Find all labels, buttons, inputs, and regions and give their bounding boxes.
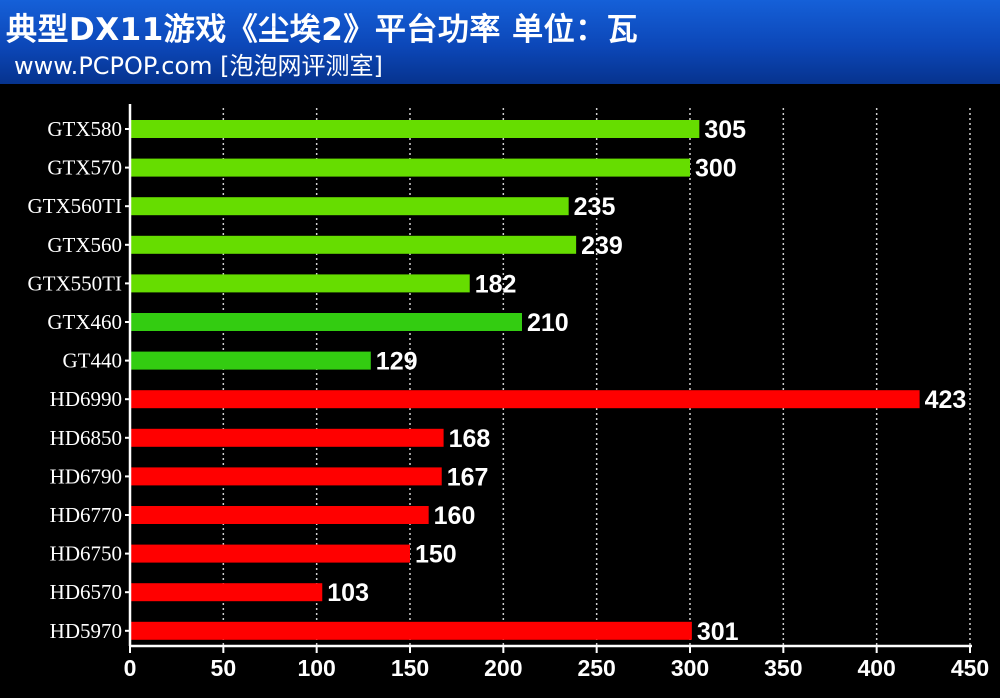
bar-gtx570 bbox=[130, 158, 690, 177]
category-label: HD5970 bbox=[50, 619, 122, 643]
value-label: 129 bbox=[376, 348, 418, 376]
bar-hd6850 bbox=[130, 428, 444, 447]
value-label: 239 bbox=[581, 232, 623, 260]
bar-hd5970 bbox=[130, 621, 692, 640]
category-label: GTX580 bbox=[47, 117, 122, 141]
category-label: GTX560 bbox=[47, 233, 122, 257]
x-tick-label: 250 bbox=[577, 655, 615, 681]
value-label: 167 bbox=[447, 463, 489, 491]
bar-chart: GTX580 305 GTX570 300 GTX560TI 235 GTX560 239 GT… bbox=[28, 104, 989, 681]
x-tick-label: 350 bbox=[764, 655, 802, 681]
x-tick-label: 400 bbox=[857, 655, 895, 681]
x-tick-label: 200 bbox=[484, 655, 522, 681]
x-tick-label: 100 bbox=[297, 655, 335, 681]
x-tick-label: 0 bbox=[124, 655, 137, 681]
value-label: 150 bbox=[415, 541, 457, 569]
bar-gtx550ti bbox=[130, 274, 470, 293]
value-label: 235 bbox=[574, 193, 616, 221]
x-tick-label: 50 bbox=[211, 655, 237, 681]
value-label: 182 bbox=[475, 270, 517, 298]
value-label: 160 bbox=[434, 502, 476, 530]
x-tick-label: 450 bbox=[951, 655, 989, 681]
bar-hd6790 bbox=[130, 467, 442, 486]
category-label: GTX560TI bbox=[28, 194, 122, 218]
x-tick-label: 150 bbox=[391, 655, 429, 681]
category-label: GTX460 bbox=[47, 310, 122, 334]
bar-gtx460 bbox=[130, 313, 522, 331]
value-label: 210 bbox=[527, 309, 569, 337]
category-label: HD6750 bbox=[50, 542, 122, 566]
chart-title: 典型DX11游戏《尘埃2》平台功率 单位：瓦 bbox=[6, 12, 639, 48]
chart-header: 典型DX11游戏《尘埃2》平台功率 单位：瓦 www.PCPOP.com [泡泡… bbox=[0, 0, 1000, 84]
category-label: HD6990 bbox=[50, 387, 122, 411]
category-label: HD6570 bbox=[50, 580, 122, 604]
category-label: HD6790 bbox=[50, 464, 122, 488]
bar-hd6570 bbox=[130, 583, 323, 602]
category-label: GTX570 bbox=[47, 156, 122, 180]
category-label: HD6770 bbox=[50, 503, 122, 527]
bar-hd6750 bbox=[130, 544, 410, 563]
bar-hd6770 bbox=[130, 506, 429, 524]
value-label: 168 bbox=[449, 425, 491, 453]
bar-gtx560ti bbox=[130, 197, 569, 216]
category-label: GT440 bbox=[63, 349, 123, 373]
bar-hd6990 bbox=[130, 390, 920, 409]
bar-gtx560 bbox=[130, 235, 577, 254]
value-label: 305 bbox=[704, 116, 746, 144]
value-label: 103 bbox=[327, 579, 369, 607]
value-label: 423 bbox=[925, 386, 967, 414]
value-label: 300 bbox=[695, 155, 737, 183]
value-label: 301 bbox=[697, 618, 739, 646]
chart-subtitle: www.PCPOP.com [泡泡网评测室] bbox=[14, 52, 383, 80]
bar-gt440 bbox=[130, 351, 371, 370]
bar-gtx580 bbox=[130, 120, 700, 138]
category-label: GTX550TI bbox=[28, 271, 122, 295]
x-tick-label: 300 bbox=[671, 655, 709, 681]
category-label: HD6850 bbox=[50, 426, 122, 450]
